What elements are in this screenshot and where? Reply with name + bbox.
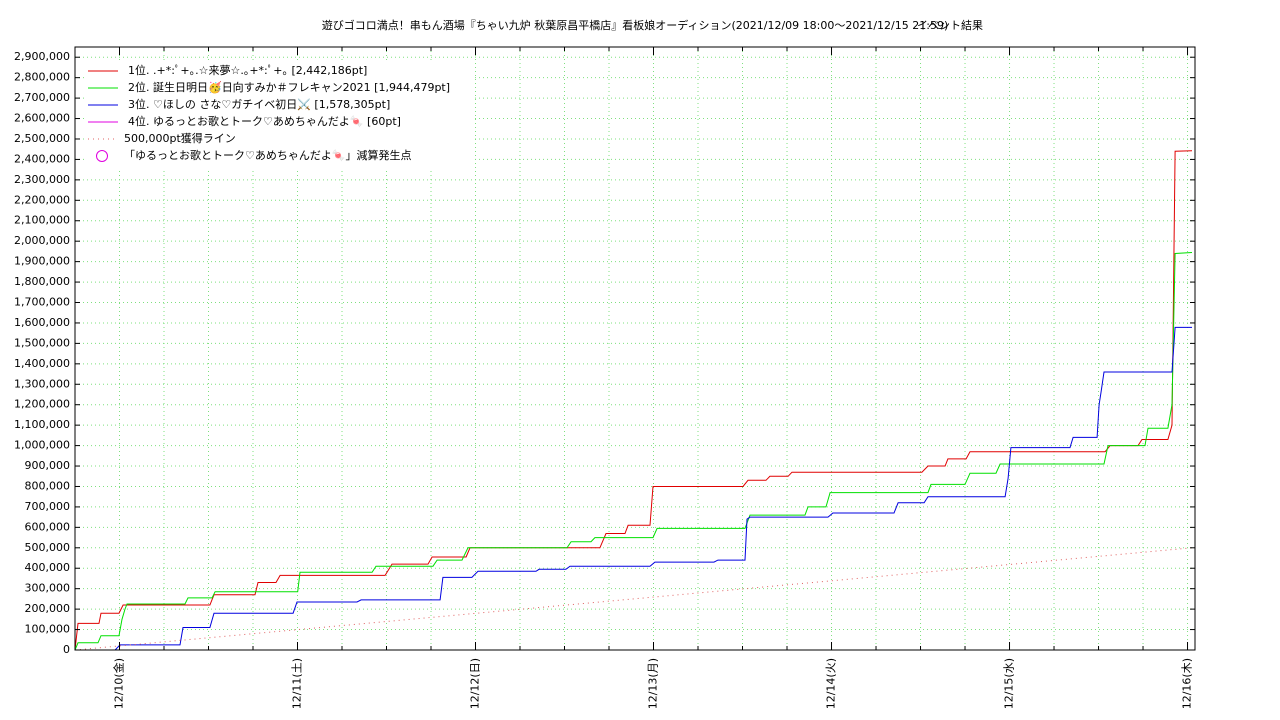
y-tick-label: 2,400,000 xyxy=(14,152,70,165)
y-tick-label: 2,000,000 xyxy=(14,234,70,247)
y-tick-label: 1,600,000 xyxy=(14,316,70,329)
y-tick-label: 2,300,000 xyxy=(14,173,70,186)
y-tick-label: 1,500,000 xyxy=(14,336,70,349)
x-tick-label: 12/10(金) xyxy=(112,658,126,709)
legend-label: 3位. ♡ほしの さな♡ガチイベ初日⚔️ [1,578,305pt] xyxy=(128,97,390,111)
x-tick-label: 12/12(日) xyxy=(469,658,482,709)
y-tick-label: 500,000 xyxy=(25,541,71,554)
y-tick-label: 600,000 xyxy=(25,520,71,533)
y-tick-label: 0 xyxy=(63,643,70,656)
y-tick-label: 100,000 xyxy=(25,623,71,636)
axes: 0 100,000 200,000 300,000 400,000 500,000 600,… xyxy=(14,47,1195,709)
y-tick-label: 1,300,000 xyxy=(14,377,70,390)
plot-frame xyxy=(74,46,1196,651)
y-tick-label: 900,000 xyxy=(25,459,71,472)
y-tick-label: 1,100,000 xyxy=(14,418,70,431)
legend-box xyxy=(84,62,474,170)
x-tick-label: 12/13(月) xyxy=(647,658,660,709)
y-tick-label: 1,400,000 xyxy=(14,357,70,370)
y-tick-label: 1,900,000 xyxy=(14,255,70,268)
y-tick-label: 2,200,000 xyxy=(14,193,70,206)
x-tick-label: 12/16(木) xyxy=(1181,658,1194,709)
legend-label: 500,000pt獲得ライン xyxy=(124,132,236,145)
y-tick-label: 400,000 xyxy=(25,561,71,574)
legend-label: 1位. .+*:ﾟ+｡.☆来夢☆.｡+*:ﾟ+｡ [2,442,186pt] xyxy=(128,63,367,77)
series-line xyxy=(74,547,1193,651)
legend-marker xyxy=(96,150,108,162)
y-tick-label: 1,000,000 xyxy=(14,439,70,452)
y-tick-label: 200,000 xyxy=(25,602,71,615)
chart-subtitle: イベント結果 xyxy=(917,18,983,32)
series-line xyxy=(114,326,1192,651)
series-line xyxy=(74,252,1193,651)
y-tick-label: 1,800,000 xyxy=(14,275,70,288)
y-tick-label: 800,000 xyxy=(25,479,71,492)
y-tick-label: 2,800,000 xyxy=(14,71,70,84)
legend-label: 4位. ゆるっとお歌とトーク♡あめちゃんだよ🍬 [60pt] xyxy=(128,114,401,128)
y-tick-label: 2,600,000 xyxy=(14,112,70,125)
series-line xyxy=(74,150,1193,651)
legend-label: 「ゆるっとお歌とトーク♡あめちゃんだよ🍬」減算発生点 xyxy=(124,148,412,162)
y-tick-label: 1,700,000 xyxy=(14,296,70,309)
plot-lines xyxy=(74,150,1193,651)
y-tick-label: 2,100,000 xyxy=(14,214,70,227)
x-tick-label: 12/14(火) xyxy=(825,658,838,709)
legend-label: 2位. 誕生日明日🥳日向すみか＃フレキャン2021 [1,944,479pt] xyxy=(128,80,450,94)
x-tick-label: 12/11(土) xyxy=(291,658,304,709)
y-tick-label: 300,000 xyxy=(25,582,71,595)
y-tick-label: 2,900,000 xyxy=(14,50,70,63)
chart-title: 遊びゴコロ満点！串もん酒場『ちゃい九炉 秋葉原昌平橋店』看板娘オーディション(2… xyxy=(322,18,949,32)
x-tick-label: 12/15(水) xyxy=(1003,658,1016,709)
y-tick-label: 1,200,000 xyxy=(14,398,70,411)
y-tick-label: 2,700,000 xyxy=(14,91,70,104)
legend: 1位. .+*:ﾟ+｡.☆来夢☆.｡+*:ﾟ+｡ [2,442,186pt] 2位… xyxy=(84,62,474,170)
y-tick-label: 700,000 xyxy=(25,500,71,513)
y-tick-label: 2,500,000 xyxy=(14,132,70,145)
